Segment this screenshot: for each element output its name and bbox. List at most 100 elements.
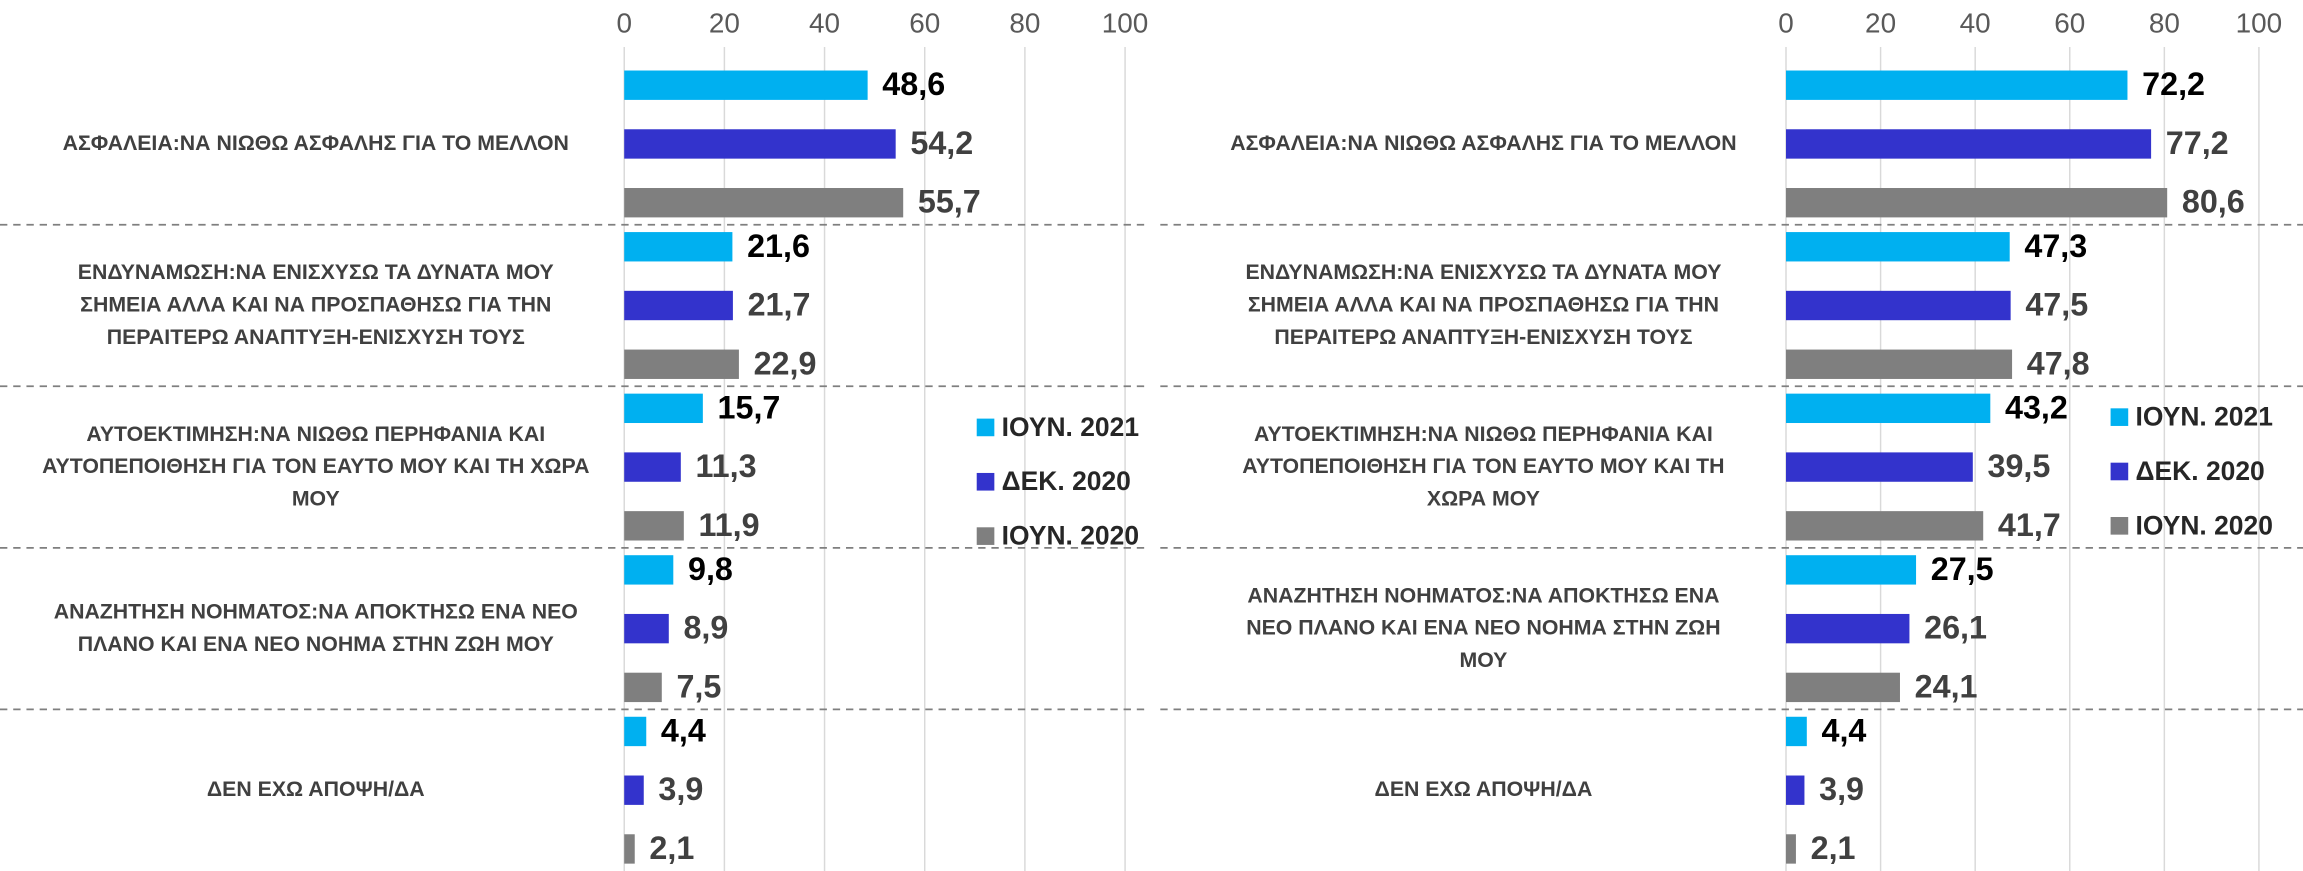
- value-label: 21,6: [747, 228, 810, 264]
- category-label: ΔΕΝ ΕΧΩ ΑΠΟΨΗ/ΔΑ: [1375, 777, 1593, 801]
- x-tick-label: 0: [1778, 7, 1794, 38]
- bar: [1786, 393, 1991, 424]
- category-line: ΝΕΟ ΠΛΑΝΟ ΚΑΙ ΕΝΑ ΝΕΟ ΝΟΗΜΑ ΣΤΗΝ ΖΩΗ: [1246, 615, 1720, 639]
- legend-label: ΙΟΥΝ. 2021: [2136, 402, 2273, 432]
- category-line: ΑΣΦΑΛΕΙΑ:ΝΑ ΝΙΩΘΩ ΑΣΦΑΛΗΣ ΓΙΑ ΤΟ ΜΕΛΛΟΝ: [63, 131, 569, 155]
- bar: [624, 129, 896, 159]
- category-line: ΠΕΡΑΙΤΕΡΩ ΑΝΑΠΤΥΞΗ-ΕΝΙΣΧΥΣΗ ΤΟΥΣ: [1274, 324, 1692, 348]
- legend-swatch: [976, 527, 995, 545]
- bar: [624, 232, 733, 262]
- x-tick-label: 0: [616, 7, 632, 38]
- legend-swatch: [976, 472, 995, 491]
- category-line: ΠΕΡΑΙΤΕΡΩ ΑΝΑΠΤΥΞΗ-ΕΝΙΣΧΥΣΗ ΤΟΥΣ: [107, 324, 525, 348]
- value-label: 48,6: [882, 66, 945, 102]
- bar: [1786, 672, 1900, 703]
- bar: [624, 393, 703, 424]
- category-line: ΑΣΦΑΛΕΙΑ:ΝΑ ΝΙΩΘΩ ΑΣΦΑΛΗΣ ΓΙΑ ΤΟ ΜΕΛΛΟΝ: [1230, 131, 1736, 155]
- value-label: 80,6: [2182, 184, 2245, 220]
- x-tick-label: 60: [909, 7, 940, 38]
- category-line: ΑΥΤΟΠΕΠΟΙΘΗΣΗ ΓΙΑ ΤΟΝ ΕΑΥΤΟ ΜΟΥ ΚΑΙ ΤΗ Χ…: [42, 454, 589, 478]
- category-line: ΔΕΝ ΕΧΩ ΑΠΟΨΗ/ΔΑ: [207, 777, 425, 801]
- bar: [1786, 613, 1910, 644]
- bar: [624, 349, 739, 379]
- x-tick-label: 20: [1865, 7, 1896, 38]
- legend-swatch: [2110, 408, 2129, 426]
- bar: [624, 290, 733, 321]
- x-tick-label: 60: [2054, 7, 2085, 38]
- legend-label: ΙΟΥΝ. 2021: [1002, 412, 1139, 442]
- category-label: ΕΝΔΥΝΑΜΩΣΗ:ΝΑ ΕΝΙΣΧΥΣΩ ΤΑ ΔΥΝΑΤΑ ΜΟΥ ΣΗΜΕ…: [1245, 260, 1721, 349]
- value-label: 9,8: [688, 551, 733, 587]
- value-label: 15,7: [718, 389, 781, 425]
- bar: [624, 555, 674, 585]
- category-label: ΑΝΑΖΗΤΗΣΗ ΝΟΗΜΑΤΟΣ:ΝΑ ΑΠΟΚΤΗΣΩ ΕΝΑ ΝΕΟ ΠΛ…: [54, 599, 578, 655]
- category-label: ΑΣΦΑΛΕΙΑ:ΝΑ ΝΙΩΘΩ ΑΣΦΑΛΗΣ ΓΙΑ ΤΟ ΜΕΛΛΟΝ: [1230, 131, 1736, 155]
- bar: [1786, 290, 2011, 321]
- value-label: 43,2: [2005, 389, 2068, 425]
- value-label: 22,9: [754, 345, 817, 381]
- bar: [1786, 188, 2168, 218]
- x-tick-label: 40: [1960, 7, 1991, 38]
- bar: [1786, 129, 2152, 159]
- bar: [624, 775, 644, 805]
- value-label: 7,5: [676, 668, 721, 704]
- bar: [1786, 511, 1984, 541]
- value-label: 26,1: [1924, 610, 1987, 646]
- category-label: ΑΝΑΖΗΤΗΣΗ ΝΟΗΜΑΤΟΣ:ΝΑ ΑΠΟΚΤΗΣΩ ΕΝΑ ΝΕΟ ΠΛ…: [1246, 583, 1720, 672]
- category-line: ΑΥΤΟΠΕΠΟΙΘΗΣΗ ΓΙΑ ΤΟΝ ΕΑΥΤΟ ΜΟΥ ΚΑΙ ΤΗ: [1242, 454, 1724, 478]
- value-label: 41,7: [1998, 507, 2061, 543]
- bar: [624, 452, 681, 482]
- value-label: 21,7: [748, 287, 811, 323]
- bar: [624, 511, 684, 541]
- x-tick-label: 20: [709, 7, 740, 38]
- x-tick-label: 80: [2149, 7, 2180, 38]
- bar: [1786, 716, 1807, 747]
- bar: [1786, 555, 1917, 585]
- category-label: ΑΥΤΟΕΚΤΙΜΗΣΗ:ΝΑ ΝΙΩΘΩ ΠΕΡΗΦΑΝΙΑ ΚΑΙ ΑΥΤΟΠ…: [42, 421, 589, 510]
- bar: [1786, 775, 1805, 805]
- value-label: 54,2: [910, 125, 973, 161]
- category-line: ΑΥΤΟΕΚΤΙΜΗΣΗ:ΝΑ ΝΙΩΘΩ ΠΕΡΗΦΑΝΙΑ ΚΑΙ: [1254, 421, 1713, 445]
- value-label: 39,5: [1987, 448, 2050, 484]
- category-line: ΑΝΑΖΗΤΗΣΗ ΝΟΗΜΑΤΟΣ:ΝΑ ΑΠΟΚΤΗΣΩ ΕΝΑ ΝΕΟ: [54, 599, 578, 623]
- bar: [624, 613, 669, 644]
- bar: [624, 188, 904, 218]
- bar: [1786, 70, 2128, 100]
- category-line: ΜΟΥ: [292, 486, 340, 510]
- value-label: 47,8: [2027, 345, 2090, 381]
- legend-swatch: [976, 418, 995, 437]
- x-tick-label: 80: [1009, 7, 1040, 38]
- category-line: ΣΗΜΕΙΑ ΑΛΛΑ ΚΑΙ ΝΑ ΠΡΟΣΠΑΘΗΣΩ ΓΙΑ ΤΗΝ: [1248, 292, 1719, 316]
- legend-label: ΙΟΥΝ. 2020: [2136, 510, 2273, 540]
- category-line: ΑΥΤΟΕΚΤΙΜΗΣΗ:ΝΑ ΝΙΩΘΩ ΠΕΡΗΦΑΝΙΑ ΚΑΙ: [86, 421, 545, 445]
- value-label: 4,4: [1821, 712, 1866, 748]
- legend-label: ΔΕΚ. 2020: [2136, 456, 2265, 486]
- category-line: ΜΟΥ: [1459, 648, 1507, 672]
- category-label: ΔΕΝ ΕΧΩ ΑΠΟΨΗ/ΔΑ: [207, 777, 425, 801]
- legend-label: ΙΟΥΝ. 2020: [1002, 521, 1139, 551]
- x-tick-label: 40: [809, 7, 840, 38]
- value-label: 47,3: [2024, 228, 2087, 264]
- category-line: ΣΗΜΕΙΑ ΑΛΛΑ ΚΑΙ ΝΑ ΠΡΟΣΠΑΘΗΣΩ ΓΙΑ ΤΗΝ: [80, 292, 551, 316]
- value-label: 3,9: [658, 771, 703, 807]
- value-label: 11,3: [696, 448, 757, 484]
- bar: [1786, 452, 1973, 482]
- category-line: ΧΩΡΑ ΜΟΥ: [1427, 486, 1540, 510]
- category-line: ΠΛΑΝΟ ΚΑΙ ΕΝΑ ΝΕΟ ΝΟΗΜΑ ΣΤΗΝ ΖΩΗ ΜΟΥ: [78, 631, 554, 655]
- value-label: 55,7: [918, 184, 981, 220]
- value-label: 2,1: [649, 830, 694, 866]
- category-line: ΕΝΔΥΝΑΜΩΣΗ:ΝΑ ΕΝΙΣΧΥΣΩ ΤΑ ΔΥΝΑΤΑ ΜΟΥ: [1245, 260, 1721, 284]
- value-label: 8,9: [683, 610, 728, 646]
- value-label: 27,5: [1931, 551, 1994, 587]
- value-label: 77,2: [2166, 125, 2229, 161]
- value-label: 11,9: [699, 507, 760, 543]
- bar: [1786, 232, 2010, 262]
- value-label: 72,2: [2142, 66, 2205, 102]
- value-label: 4,4: [661, 712, 706, 748]
- value-label: 3,9: [1819, 771, 1864, 807]
- category-label: ΑΣΦΑΛΕΙΑ:ΝΑ ΝΙΩΘΩ ΑΣΦΑΛΗΣ ΓΙΑ ΤΟ ΜΕΛΛΟΝ: [63, 131, 569, 155]
- bar: [624, 716, 647, 747]
- x-tick-label: 100: [1102, 7, 1149, 38]
- legend-swatch: [2110, 462, 2129, 481]
